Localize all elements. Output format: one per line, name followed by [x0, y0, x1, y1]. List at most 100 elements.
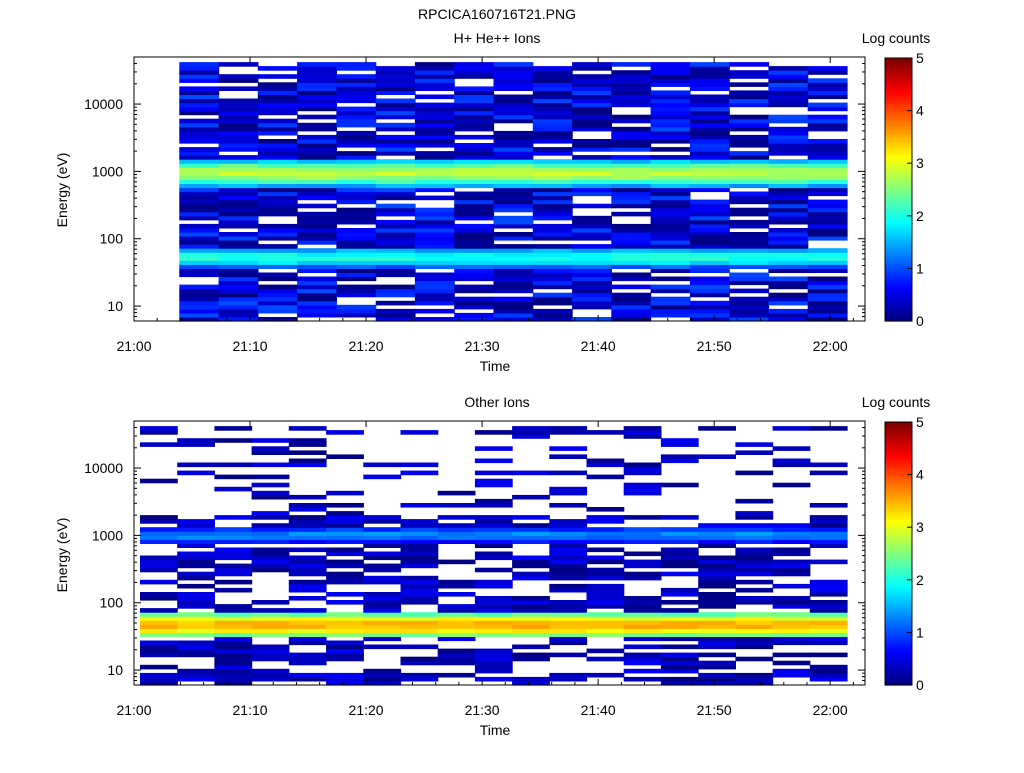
heatmap-cell: [288, 458, 327, 464]
heatmap-cell: [179, 195, 220, 201]
heatmap-cell: [689, 106, 730, 112]
heatmap-cell: [414, 118, 455, 124]
colorbar-segment: [885, 542, 912, 547]
heatmap-cell: [297, 288, 337, 294]
heatmap-cell: [698, 535, 736, 540]
heatmap-cell: [493, 62, 534, 67]
heatmap-cell: [414, 86, 455, 91]
heatmap-cell: [689, 151, 730, 156]
heatmap-cell: [257, 252, 298, 257]
heatmap-cell: [532, 248, 573, 253]
heatmap-cell: [288, 632, 327, 637]
colorbar-segment: [885, 677, 912, 681]
heatmap-cell: [363, 551, 402, 557]
panel-h-he-ions: H+ He++ Ions 21:00 21:10 21:20 21:30 21:40 21…: [54, 30, 930, 374]
heatmap-cell: [400, 531, 439, 536]
heatmap-cell: [623, 596, 662, 601]
heatmap-cell: [586, 567, 625, 573]
heatmap-cell: [735, 616, 774, 621]
colorbar-segment: [885, 171, 912, 175]
heatmap-cell: [689, 228, 730, 233]
heatmap-cell: [772, 535, 811, 540]
heatmap-cell: [689, 248, 730, 253]
heatmap-cell: [326, 632, 364, 637]
heatmap-cell: [493, 215, 534, 221]
colorbar-segment: [885, 265, 912, 269]
heatmap-cell: [493, 78, 534, 83]
heatmap-cell: [363, 628, 402, 633]
heatmap-cell: [572, 139, 612, 144]
colorbar-segment: [885, 498, 912, 502]
heatmap-cell: [326, 523, 364, 528]
heatmap-cell: [326, 551, 364, 557]
heatmap-cell: [375, 191, 416, 197]
heatmap-cell: [768, 114, 809, 120]
heatmap-cell: [689, 110, 730, 116]
heatmap-cell: [572, 110, 612, 116]
heatmap-cell: [375, 82, 416, 87]
heatmap-cell: [297, 62, 337, 67]
heatmap-cell: [493, 102, 534, 108]
heatmap-cell: [493, 98, 534, 104]
heatmap-cell: [177, 644, 215, 650]
colorbar-segment: [885, 495, 912, 499]
heatmap-cell: [375, 151, 416, 156]
colorbar-segment: [885, 92, 912, 96]
heatmap-cell: [809, 543, 848, 548]
heatmap-cell: [689, 252, 730, 257]
heatmap-cell: [214, 612, 253, 617]
heatmap-cell: [297, 260, 337, 265]
heatmap-cell: [611, 179, 652, 184]
heatmap-cell: [179, 110, 220, 116]
colorbar-segment: [885, 619, 912, 623]
heatmap-cell: [336, 110, 377, 116]
heatmap-cell: [698, 636, 736, 642]
heatmap-cell: [363, 596, 402, 601]
heatmap-cell: [611, 232, 652, 237]
heatmap-cell: [288, 608, 327, 613]
heatmap-cell: [437, 592, 476, 597]
heatmap-cell: [218, 130, 259, 136]
heatmap-cell: [375, 195, 416, 201]
heatmap-cell: [400, 462, 439, 468]
heatmap-cell: [414, 228, 455, 233]
colorbar-segment: [885, 535, 912, 539]
colorbar-segment: [885, 587, 912, 591]
heatmap-cell: [297, 90, 337, 95]
heatmap-cell: [363, 624, 402, 629]
heatmap-cell: [729, 288, 770, 294]
colorbar-segment: [885, 569, 912, 573]
heatmap-cell: [375, 260, 416, 265]
heatmap-cell: [288, 462, 327, 468]
heatmap-cell: [650, 90, 691, 95]
heatmap-cell: [611, 223, 652, 229]
heatmap-cell: [493, 163, 534, 168]
heatmap-cell: [288, 519, 327, 524]
heatmap-cell: [698, 612, 736, 617]
heatmap-cell: [375, 244, 416, 249]
heatmap-cell: [532, 151, 573, 156]
heatmap-cell: [251, 446, 290, 451]
heatmap-cell: [214, 676, 253, 682]
heatmap-cell: [735, 672, 774, 678]
heatmap-cell: [532, 244, 573, 249]
heatmap-cell: [297, 191, 337, 197]
colorbar-label: Log counts: [862, 394, 931, 410]
heatmap-cell: [807, 296, 848, 302]
heatmap-cell: [660, 482, 699, 488]
heatmap-cell: [768, 118, 809, 124]
heatmap-cell: [326, 527, 364, 532]
heatmap-cell: [586, 587, 625, 593]
heatmap-cell: [809, 579, 848, 585]
heatmap-cell: [297, 276, 337, 282]
heatmap-cell: [414, 211, 455, 217]
heatmap-cell: [768, 86, 809, 91]
heatmap-cell: [214, 616, 253, 621]
heatmap-cell: [698, 616, 736, 621]
heatmap-cell: [179, 139, 220, 144]
heatmap-cell: [698, 559, 736, 565]
colorbar-segment: [885, 487, 912, 491]
heatmap-cell: [297, 86, 337, 91]
heatmap-cell: [474, 478, 513, 484]
heatmap-cell: [179, 264, 220, 269]
